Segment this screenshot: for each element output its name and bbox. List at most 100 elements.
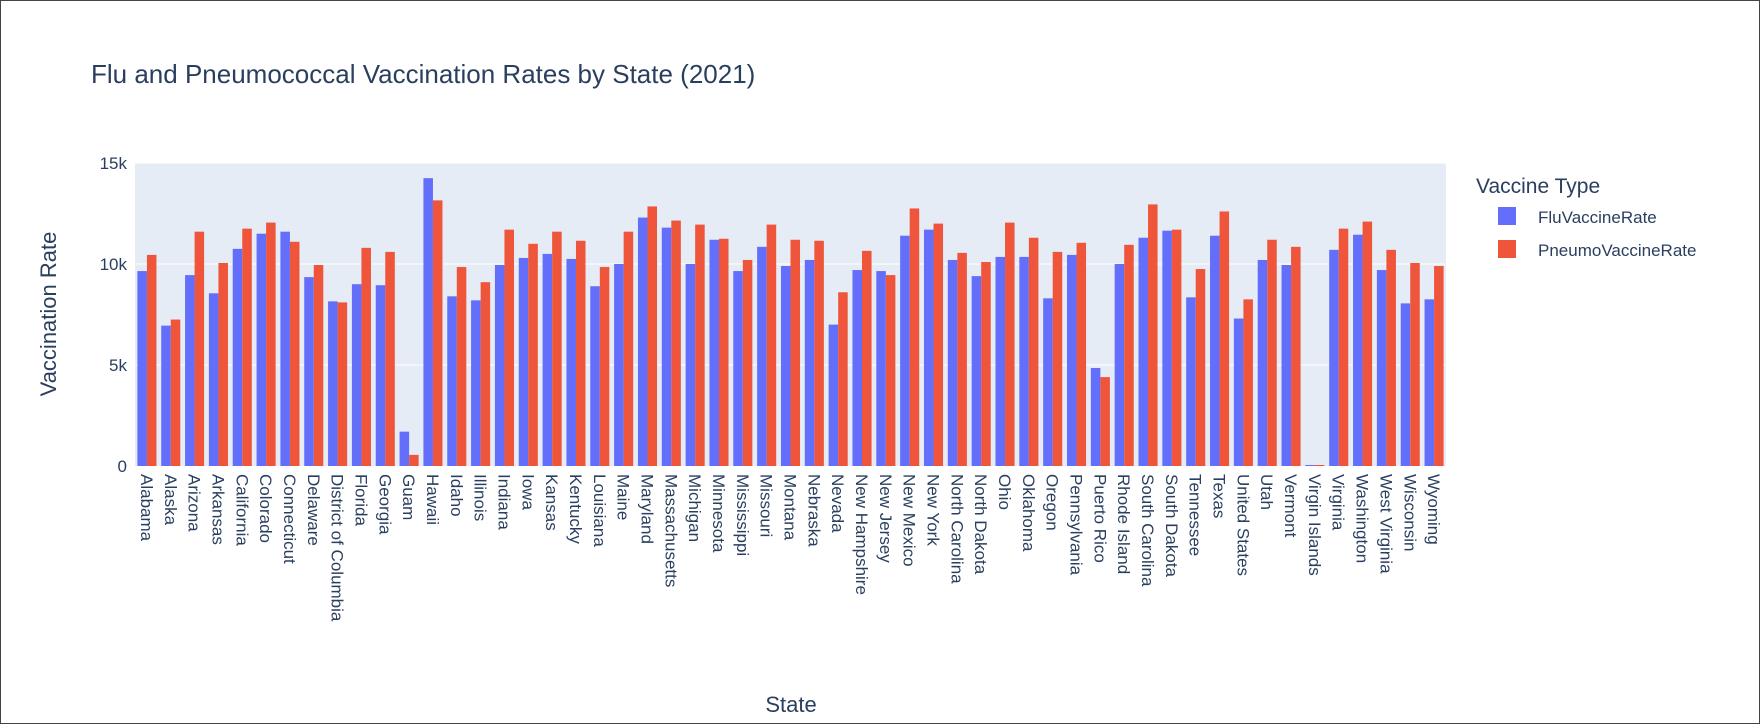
bar-flu[interactable]: [447, 296, 457, 466]
bar-pneumo[interactable]: [266, 222, 276, 466]
bar-pneumo[interactable]: [790, 239, 801, 466]
bar-pneumo[interactable]: [337, 302, 348, 466]
bar-flu[interactable]: [1305, 464, 1315, 466]
bar-pneumo[interactable]: [1076, 242, 1087, 466]
bar-flu[interactable]: [566, 258, 576, 466]
bar-flu[interactable]: [1353, 234, 1363, 466]
bar-pneumo[interactable]: [885, 275, 896, 466]
bar-pneumo[interactable]: [504, 229, 514, 466]
bar-flu[interactable]: [733, 271, 743, 466]
bar-flu[interactable]: [137, 271, 147, 466]
bar-pneumo[interactable]: [409, 454, 419, 466]
bar-pneumo[interactable]: [242, 228, 252, 466]
bar-pneumo[interactable]: [718, 238, 729, 466]
bar-flu[interactable]: [661, 227, 672, 466]
bar-pneumo[interactable]: [766, 224, 777, 466]
bar-pneumo[interactable]: [1410, 262, 1420, 466]
bar-pneumo[interactable]: [361, 247, 371, 466]
bar-pneumo[interactable]: [1362, 221, 1373, 466]
bar-pneumo[interactable]: [480, 282, 491, 466]
bar-flu[interactable]: [1090, 368, 1101, 466]
bar-pneumo[interactable]: [671, 220, 681, 466]
bar-flu[interactable]: [1138, 237, 1149, 466]
bar-flu[interactable]: [685, 264, 696, 466]
bar-flu[interactable]: [1019, 256, 1029, 466]
bar-pneumo[interactable]: [814, 240, 824, 466]
bar-flu[interactable]: [614, 264, 624, 466]
bar-pneumo[interactable]: [909, 208, 920, 466]
bar-pneumo[interactable]: [1434, 266, 1444, 466]
bar-flu[interactable]: [375, 285, 386, 466]
bar-pneumo[interactable]: [385, 251, 395, 466]
bar-flu[interactable]: [757, 246, 767, 466]
bar-flu[interactable]: [1043, 298, 1053, 466]
bar-pneumo[interactable]: [742, 259, 753, 466]
bar-pneumo[interactable]: [599, 267, 610, 466]
bar-pneumo[interactable]: [289, 241, 300, 466]
bar-flu[interactable]: [1067, 254, 1077, 466]
bar-flu[interactable]: [494, 265, 505, 466]
bar-flu[interactable]: [1400, 303, 1411, 466]
bar-flu[interactable]: [423, 178, 433, 466]
bar-flu[interactable]: [351, 284, 362, 466]
bar-flu[interactable]: [637, 217, 648, 466]
bar-pneumo[interactable]: [313, 265, 324, 466]
bar-pneumo[interactable]: [575, 240, 586, 466]
bar-flu[interactable]: [232, 248, 243, 466]
bar-flu[interactable]: [1424, 299, 1435, 466]
bar-flu[interactable]: [1210, 235, 1220, 466]
bar-pneumo[interactable]: [1100, 377, 1110, 466]
bar-flu[interactable]: [1186, 297, 1196, 466]
bar-pneumo[interactable]: [1171, 229, 1182, 466]
bar-flu[interactable]: [518, 257, 529, 466]
legend-item-pneumo[interactable]: PneumoVaccineRate: [1498, 240, 1696, 260]
bar-flu[interactable]: [876, 271, 886, 466]
bar-pneumo[interactable]: [838, 292, 848, 466]
bar-flu[interactable]: [1162, 230, 1172, 466]
bar-flu[interactable]: [852, 270, 862, 466]
bar-flu[interactable]: [542, 253, 553, 466]
bar-flu[interactable]: [399, 431, 410, 466]
bar-flu[interactable]: [471, 300, 481, 466]
bar-pneumo[interactable]: [1267, 239, 1277, 466]
bar-pneumo[interactable]: [218, 262, 228, 466]
bar-pneumo[interactable]: [933, 223, 944, 466]
bar-flu[interactable]: [709, 239, 719, 466]
bar-pneumo[interactable]: [432, 200, 443, 466]
bar-flu[interactable]: [328, 301, 338, 466]
bar-pneumo[interactable]: [194, 231, 205, 466]
bar-flu[interactable]: [947, 259, 958, 466]
bar-flu[interactable]: [161, 325, 171, 466]
bar-flu[interactable]: [1329, 249, 1339, 466]
bar-pneumo[interactable]: [528, 243, 538, 466]
bar-flu[interactable]: [208, 293, 219, 466]
bar-flu[interactable]: [900, 235, 910, 466]
bar-pneumo[interactable]: [957, 252, 967, 466]
bar-pneumo[interactable]: [1195, 269, 1206, 466]
legend-item-flu[interactable]: FluVaccineRate: [1498, 207, 1657, 227]
bar-pneumo[interactable]: [1219, 211, 1230, 466]
bar-pneumo[interactable]: [623, 231, 634, 466]
bar-pneumo[interactable]: [1314, 464, 1325, 466]
bar-pneumo[interactable]: [1338, 228, 1349, 466]
bar-pneumo[interactable]: [1028, 237, 1039, 466]
bar-pneumo[interactable]: [647, 206, 658, 466]
bar-flu[interactable]: [780, 266, 791, 466]
bar-flu[interactable]: [590, 286, 600, 466]
bar-flu[interactable]: [185, 275, 195, 466]
bar-pneumo[interactable]: [695, 224, 705, 466]
bar-flu[interactable]: [995, 256, 1006, 466]
bar-pneumo[interactable]: [1386, 249, 1396, 466]
bar-flu[interactable]: [304, 277, 314, 466]
bar-pneumo[interactable]: [1052, 251, 1063, 466]
bar-flu[interactable]: [256, 233, 267, 466]
bar-flu[interactable]: [828, 324, 839, 466]
bar-flu[interactable]: [971, 276, 982, 466]
bar-pneumo[interactable]: [170, 319, 181, 466]
bar-pneumo[interactable]: [862, 250, 872, 466]
bar-pneumo[interactable]: [456, 267, 467, 466]
bar-pneumo[interactable]: [1148, 204, 1158, 466]
bar-flu[interactable]: [1114, 264, 1125, 466]
bar-pneumo[interactable]: [146, 254, 157, 466]
bar-pneumo[interactable]: [1243, 299, 1253, 466]
